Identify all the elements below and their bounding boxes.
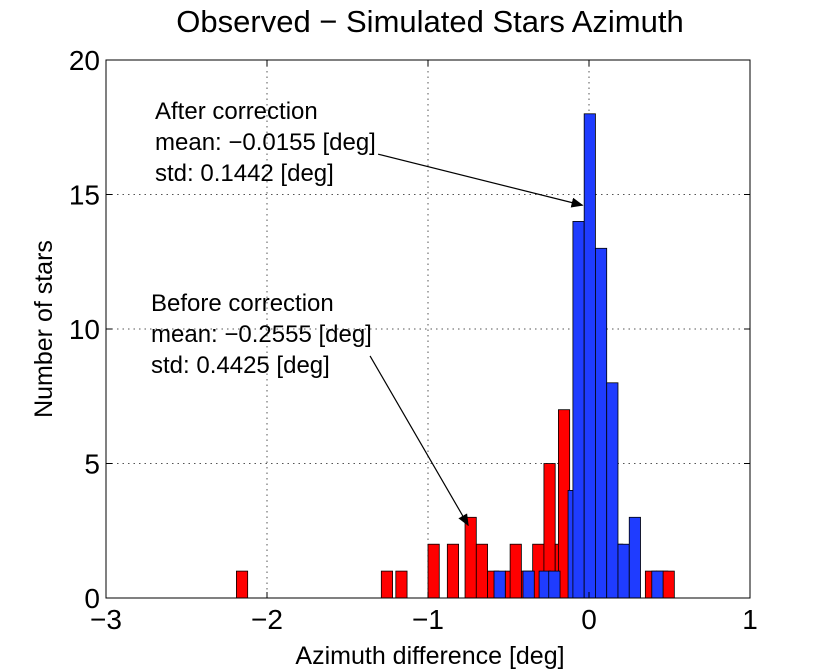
- before-correction-bar: [475, 543, 488, 599]
- x-tick-label: −1: [412, 604, 444, 635]
- before-correction-bar: [464, 516, 477, 599]
- after-correction-bar: [493, 570, 506, 599]
- chart-title: Observed − Simulated Stars Azimuth: [176, 4, 683, 39]
- plot-area: [106, 60, 750, 598]
- before-correction-bar: [427, 543, 440, 599]
- after-correction-arrow: [377, 153, 584, 208]
- after-correction-bar: [572, 220, 585, 599]
- y-tick-label: 20: [69, 45, 100, 76]
- x-axis-label: Azimuth difference [deg]: [295, 642, 564, 670]
- before-correction-annotation-line: Before correction: [151, 290, 334, 317]
- y-axis-label: Number of stars: [30, 240, 58, 418]
- y-tick-label: 5: [84, 449, 100, 480]
- before-correction-arrow: [369, 355, 469, 527]
- x-tick-label: 1: [742, 604, 758, 635]
- x-tick-label: −3: [90, 604, 122, 635]
- after-correction-annotation-line: std: 0.1442 [deg]: [155, 160, 334, 187]
- y-tick-label: 0: [84, 583, 100, 614]
- x-tick-label: 0: [581, 604, 597, 635]
- before-correction-bar: [380, 570, 393, 599]
- after-correction-bar: [628, 516, 641, 599]
- y-tick-label: 15: [69, 180, 100, 211]
- x-tick-label: −2: [251, 604, 283, 635]
- before-correction-bar: [395, 570, 408, 599]
- after-correction-annotation-line: mean: −0.0155 [deg]: [155, 129, 376, 156]
- after-correction-annotation-line: After correction: [155, 98, 318, 125]
- before-correction-annotation-line: mean: −0.2555 [deg]: [151, 321, 372, 348]
- annotations: After correction mean: −0.0155 [deg] std: …: [151, 98, 584, 527]
- after-correction-bar: [548, 570, 561, 599]
- before-correction-annotation-line: std: 0.4425 [deg]: [151, 352, 330, 379]
- after-correction-bar: [617, 543, 630, 599]
- after-correction-bar: [606, 382, 619, 599]
- before-correction-bar: [446, 543, 459, 599]
- after-correction-bar: [583, 113, 596, 599]
- before-correction-bar: [662, 570, 675, 599]
- after-correction-bar: [651, 570, 664, 599]
- before-correction-bar: [236, 570, 249, 599]
- after-correction-bar: [595, 247, 608, 599]
- after-correction-bar: [522, 570, 535, 599]
- y-tick-label: 10: [69, 314, 100, 345]
- before-correction-bar: [509, 543, 522, 599]
